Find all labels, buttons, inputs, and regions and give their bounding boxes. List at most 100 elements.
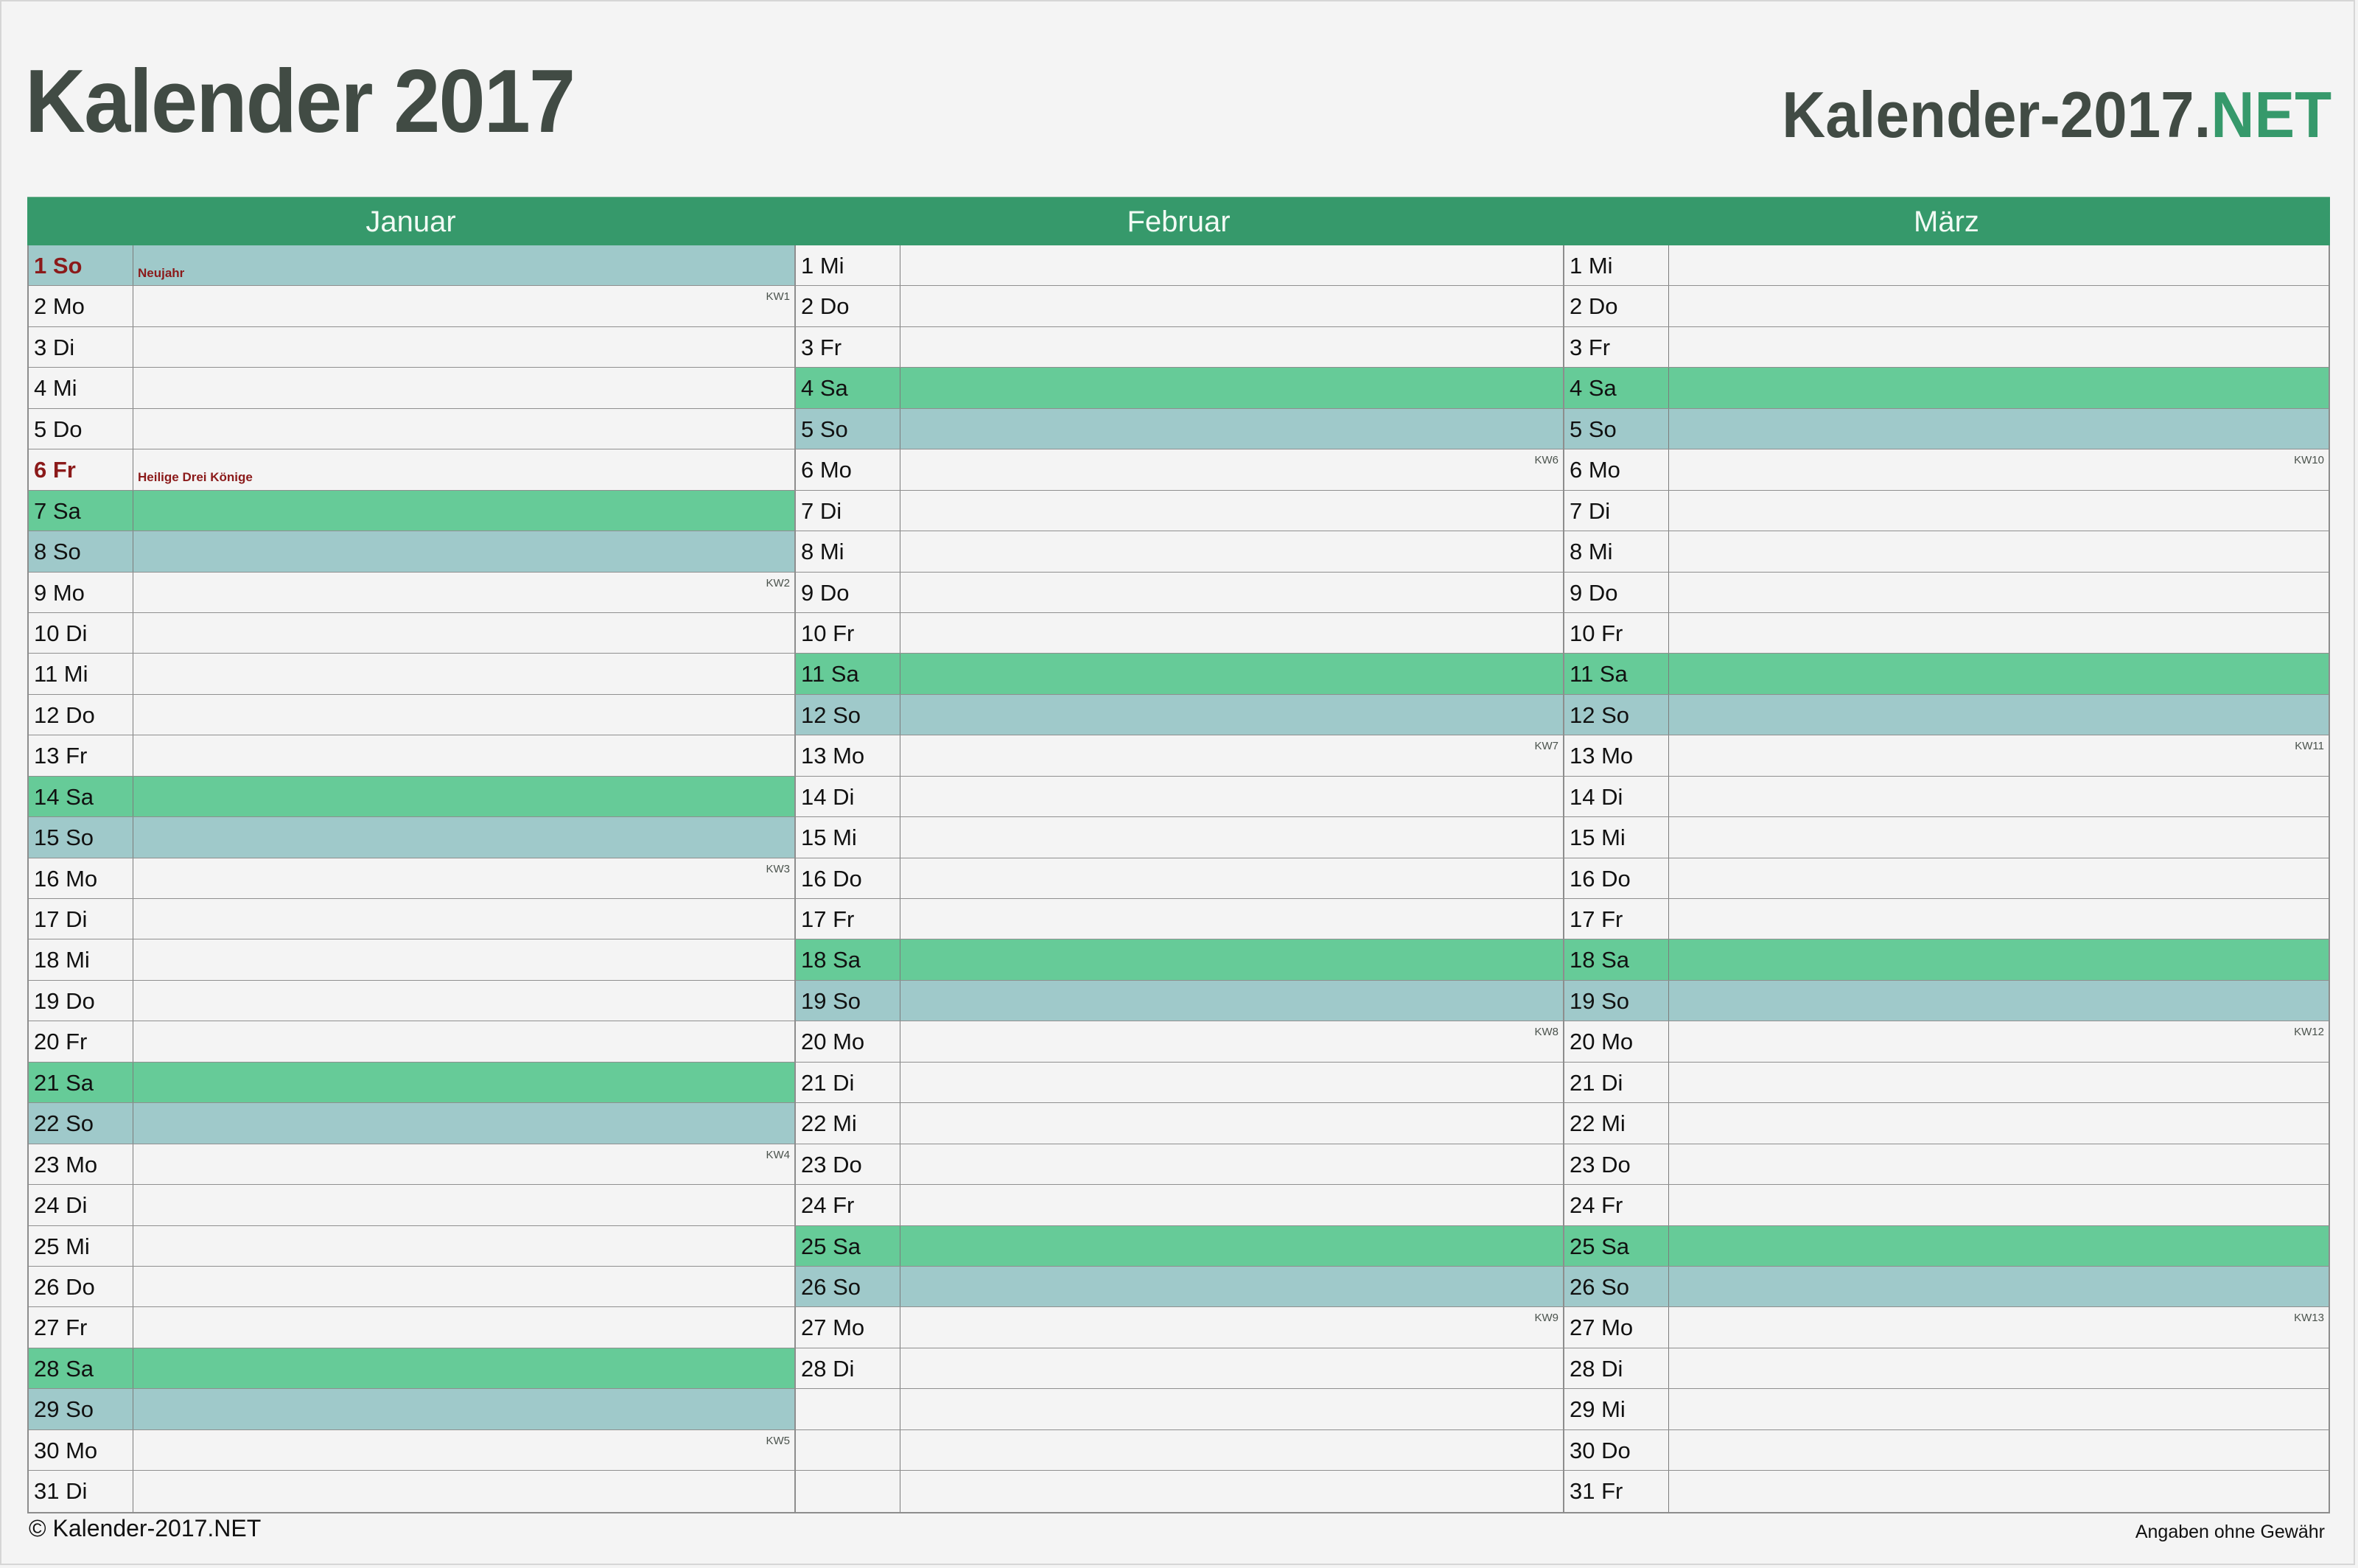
notes-cell[interactable] [1669, 858, 2329, 898]
notes-cell[interactable]: Heilige Drei Könige [133, 449, 794, 489]
notes-cell[interactable] [1669, 777, 2329, 816]
notes-cell[interactable]: KW11 [1669, 735, 2329, 775]
day-row: 15 So [29, 817, 794, 858]
notes-cell[interactable] [900, 245, 1563, 285]
notes-cell[interactable]: KW3 [133, 858, 794, 898]
notes-cell[interactable]: KW10 [1669, 449, 2329, 489]
notes-cell[interactable] [900, 491, 1563, 531]
notes-cell[interactable] [900, 939, 1563, 979]
notes-cell[interactable] [133, 735, 794, 775]
day-label: 21 Di [796, 1062, 900, 1103]
notes-cell[interactable] [900, 1430, 1563, 1470]
notes-cell[interactable] [133, 1185, 794, 1225]
notes-cell[interactable] [1669, 613, 2329, 653]
notes-cell[interactable] [900, 817, 1563, 857]
notes-cell[interactable] [1669, 1226, 2329, 1266]
notes-cell[interactable] [1669, 1144, 2329, 1184]
notes-cell[interactable] [1669, 939, 2329, 979]
notes-cell[interactable] [133, 654, 794, 693]
notes-cell[interactable] [1669, 981, 2329, 1021]
notes-cell[interactable] [1669, 695, 2329, 735]
day-row: 21 Di [796, 1062, 1563, 1104]
notes-cell[interactable] [900, 1103, 1563, 1143]
notes-cell[interactable] [1669, 654, 2329, 693]
notes-cell[interactable] [1669, 573, 2329, 612]
notes-cell[interactable] [900, 654, 1563, 693]
notes-cell[interactable]: KW2 [133, 573, 794, 612]
notes-cell[interactable] [133, 899, 794, 939]
notes-cell[interactable] [900, 1348, 1563, 1388]
notes-cell[interactable]: KW7 [900, 735, 1563, 775]
notes-cell[interactable] [133, 1348, 794, 1388]
notes-cell[interactable] [133, 368, 794, 407]
notes-cell[interactable] [1669, 817, 2329, 857]
notes-cell[interactable] [133, 1063, 794, 1102]
notes-cell[interactable] [133, 817, 794, 857]
notes-cell[interactable]: KW6 [900, 449, 1563, 489]
notes-cell[interactable] [900, 695, 1563, 735]
notes-cell[interactable] [1669, 245, 2329, 285]
notes-cell[interactable] [1669, 1103, 2329, 1143]
notes-cell[interactable] [900, 858, 1563, 898]
notes-cell[interactable] [1669, 286, 2329, 326]
day-label: 18 Sa [796, 939, 900, 980]
notes-cell[interactable] [900, 1063, 1563, 1102]
notes-cell[interactable] [1669, 899, 2329, 939]
notes-cell[interactable] [1669, 409, 2329, 449]
notes-cell[interactable]: KW13 [1669, 1307, 2329, 1347]
notes-cell[interactable] [1669, 1471, 2329, 1511]
notes-cell[interactable] [900, 777, 1563, 816]
notes-cell[interactable] [1669, 1267, 2329, 1306]
notes-cell[interactable]: KW5 [133, 1430, 794, 1470]
notes-cell[interactable] [133, 939, 794, 979]
notes-cell[interactable] [133, 409, 794, 449]
day-row: 17 Di [29, 899, 794, 940]
notes-cell[interactable] [900, 981, 1563, 1021]
notes-cell[interactable] [1669, 531, 2329, 571]
notes-cell[interactable] [900, 1471, 1563, 1511]
notes-cell[interactable] [900, 531, 1563, 571]
notes-cell[interactable] [900, 1144, 1563, 1184]
notes-cell[interactable] [1669, 1185, 2329, 1225]
notes-cell[interactable] [1669, 327, 2329, 367]
notes-cell[interactable] [133, 1021, 794, 1061]
notes-cell[interactable] [1669, 1063, 2329, 1102]
notes-cell[interactable] [133, 695, 794, 735]
notes-cell[interactable] [133, 1103, 794, 1143]
notes-cell[interactable] [900, 327, 1563, 367]
notes-cell[interactable] [133, 981, 794, 1021]
notes-cell[interactable] [1669, 1348, 2329, 1388]
notes-cell[interactable] [900, 899, 1563, 939]
notes-cell[interactable] [133, 1307, 794, 1347]
notes-cell[interactable] [133, 491, 794, 531]
notes-cell[interactable]: KW1 [133, 286, 794, 326]
notes-cell[interactable] [900, 1185, 1563, 1225]
notes-cell[interactable] [900, 1389, 1563, 1429]
notes-cell[interactable]: KW4 [133, 1144, 794, 1184]
notes-cell[interactable] [1669, 491, 2329, 531]
notes-cell[interactable] [1669, 1389, 2329, 1429]
notes-cell[interactable] [133, 1226, 794, 1266]
notes-cell[interactable] [133, 777, 794, 816]
notes-cell[interactable] [133, 1471, 794, 1511]
notes-cell[interactable] [900, 368, 1563, 407]
notes-cell[interactable] [1669, 1430, 2329, 1470]
notes-cell[interactable]: KW12 [1669, 1021, 2329, 1061]
notes-cell[interactable] [900, 409, 1563, 449]
notes-cell[interactable] [900, 286, 1563, 326]
day-row: 25 Sa [796, 1225, 1563, 1267]
notes-cell[interactable]: KW9 [900, 1307, 1563, 1347]
notes-cell[interactable] [133, 327, 794, 367]
notes-cell[interactable] [133, 613, 794, 653]
notes-cell[interactable] [133, 531, 794, 571]
notes-cell[interactable] [900, 573, 1563, 612]
notes-cell[interactable] [1669, 368, 2329, 407]
notes-cell[interactable] [900, 1226, 1563, 1266]
notes-cell[interactable]: Neujahr [133, 245, 794, 285]
notes-cell[interactable]: KW8 [900, 1021, 1563, 1061]
notes-cell[interactable] [900, 613, 1563, 653]
notes-cell[interactable] [133, 1389, 794, 1429]
notes-cell[interactable] [133, 1267, 794, 1306]
notes-cell[interactable] [900, 1267, 1563, 1306]
